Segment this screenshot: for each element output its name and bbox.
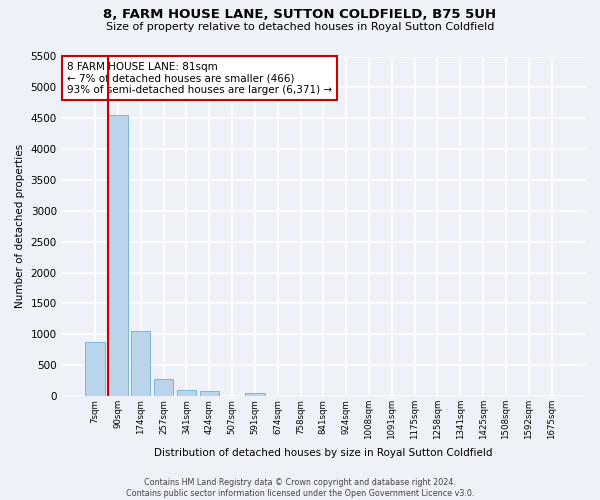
Bar (245, 393, 265, 396)
X-axis label: Distribution of detached houses by size in Royal Sutton Coldfield: Distribution of detached houses by size … (154, 448, 493, 458)
Bar (177, 390, 196, 396)
Bar (85, 342, 105, 396)
Text: 8, FARM HOUSE LANE, SUTTON COLDFIELD, B75 5UH: 8, FARM HOUSE LANE, SUTTON COLDFIELD, B7… (103, 8, 497, 20)
Bar (154, 378, 173, 396)
Text: Size of property relative to detached houses in Royal Sutton Coldfield: Size of property relative to detached ho… (106, 22, 494, 32)
Bar (131, 330, 151, 396)
Text: Contains HM Land Registry data © Crown copyright and database right 2024.
Contai: Contains HM Land Registry data © Crown c… (126, 478, 474, 498)
Y-axis label: Number of detached properties: Number of detached properties (15, 144, 25, 308)
Text: 8 FARM HOUSE LANE: 81sqm
← 7% of detached houses are smaller (466)
93% of semi-d: 8 FARM HOUSE LANE: 81sqm ← 7% of detache… (67, 62, 332, 95)
Bar (108, 114, 128, 396)
Bar (200, 391, 219, 396)
